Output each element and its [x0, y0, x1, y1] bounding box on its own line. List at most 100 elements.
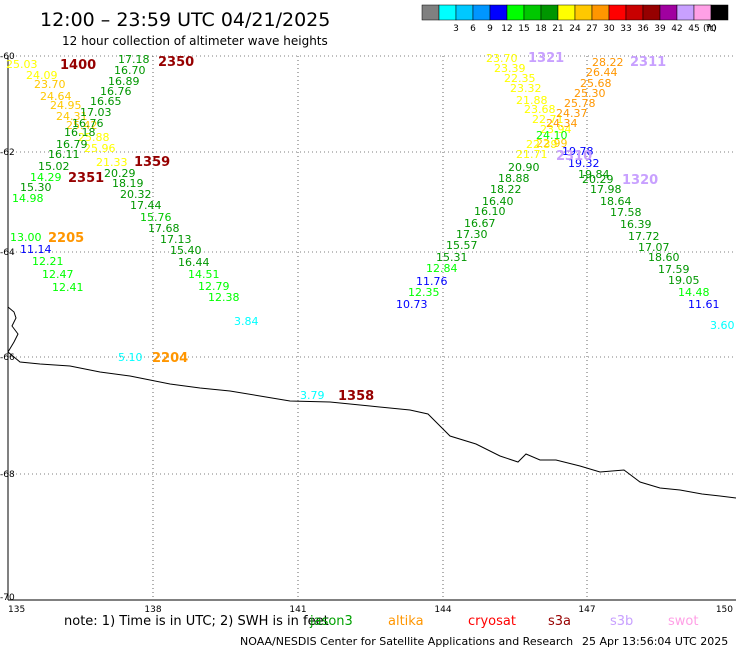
wave-height-value: 12.21: [32, 255, 64, 268]
legend-tick-label: 24: [569, 24, 581, 34]
wave-height-value: 23.70: [34, 78, 66, 91]
wave-height-value: 21.88: [516, 94, 548, 107]
wave-height-value: 17.18: [118, 53, 150, 66]
wave-height-value: 24.09: [26, 69, 58, 82]
legend-swatch: [523, 4, 542, 21]
legend-swatch: [506, 4, 525, 21]
wave-height-value: 14.29: [30, 171, 62, 184]
wave-height-value: 24.34: [546, 117, 578, 130]
map-title: 12:00 – 23:59 UTC 04/21/2025: [40, 9, 330, 31]
wave-height-value: 16.39: [620, 218, 652, 231]
wave-height-value: 25.30: [574, 87, 606, 100]
wave-height-value: 14.98: [12, 192, 44, 205]
wave-height-value: 18.22: [490, 183, 522, 196]
satellite-legend-item: cryosat: [468, 614, 516, 629]
legend-swatch: [710, 4, 729, 21]
legend-tick-label: 42: [671, 24, 682, 34]
legend-swatch: [455, 4, 474, 21]
latitude-label: -68: [0, 470, 15, 480]
pass-time-label: 2204: [152, 351, 188, 366]
latitude-labels: -60 -62 -64 -66 -68 -70: [0, 52, 15, 603]
wave-height-value: 15.40: [170, 244, 202, 257]
wave-height-value: 17.98: [590, 183, 622, 196]
wave-height-value: 22.71: [532, 113, 564, 126]
wave-height-value: 12.38: [208, 291, 240, 304]
wave-height-value: 17.03: [80, 106, 112, 119]
wave-height-value: 16.70: [114, 64, 146, 77]
legend-tick-label: 39: [654, 24, 666, 34]
wave-height-value: 18.60: [648, 251, 680, 264]
legend-swatch: [676, 4, 695, 21]
wave-height-value: 23.32: [510, 82, 542, 95]
legend-swatch: [659, 4, 678, 21]
wave-height-value: 15.57: [446, 239, 478, 252]
legend-swatch: [574, 4, 593, 21]
legend-swatch: [540, 4, 559, 21]
wave-height-value: 17.30: [456, 228, 488, 241]
wave-height-value: 16.67: [464, 217, 496, 230]
wave-height-value: 20.90: [508, 161, 540, 174]
wave-height-value: 11.76: [416, 275, 448, 288]
legend-unit: (ft): [703, 24, 717, 34]
longitude-label: 138: [144, 605, 161, 615]
longitude-label: 150: [716, 605, 733, 615]
satellite-legend-item: s3b: [610, 614, 633, 629]
legend-tick-label: 70: [705, 24, 717, 34]
longitude-label: 147: [578, 605, 595, 615]
legend-swatch: [489, 4, 508, 21]
wave-height-value: 18.19: [112, 177, 144, 190]
legend-tick-label: 30: [603, 24, 615, 34]
swh-color-legend: 3 6 9 12 15 18 21 24 27 30 33 36 39 42 45 70: [421, 4, 729, 34]
legend-tick-label: 15: [518, 24, 529, 34]
legend-tick-label: 3: [453, 24, 459, 34]
wave-height-value: 15.31: [436, 251, 468, 264]
wave-height-value: 19.05: [668, 274, 700, 287]
wave-height-values: 25.0324.0923.7024.6424.9524.3125.4225.88…: [6, 52, 735, 402]
satellite-legend-item: s3a: [548, 614, 571, 629]
wave-height-value: 3.79: [300, 389, 325, 402]
pass-time-label: 1321: [528, 51, 564, 66]
wave-height-value: 16.11: [48, 148, 80, 161]
credit-text: NOAA/NESDIS Center for Satellite Applica…: [240, 635, 573, 648]
legend-swatch: [642, 4, 661, 21]
wave-height-value: 21.71: [516, 148, 548, 161]
satellite-legend-item: altika: [388, 614, 424, 629]
wave-height-value: 16.65: [90, 95, 122, 108]
generated-timestamp: 25 Apr 13:56:04 UTC 2025: [582, 635, 728, 648]
wave-height-value: 22.39: [526, 138, 558, 151]
wave-height-value: 15.30: [20, 181, 52, 194]
legend-swatch: [625, 4, 644, 21]
wave-height-value: 17.13: [160, 233, 192, 246]
wave-height-value: 23.68: [524, 103, 556, 116]
wave-height-value: 24.95: [50, 99, 82, 112]
wave-height-value: 11.61: [688, 298, 720, 311]
wave-height-value: 13.00: [10, 231, 42, 244]
wave-height-value: 28.22: [592, 56, 624, 69]
wave-height-value: 16.76: [72, 117, 104, 130]
wave-height-value: 19.84: [578, 168, 610, 181]
pass-time-label: 2351: [68, 171, 104, 186]
wave-height-value: 17.59: [658, 263, 690, 276]
wave-height-value: 17.68: [148, 222, 180, 235]
legend-tick-label: 18: [535, 24, 547, 34]
wave-height-value: 12.35: [408, 286, 440, 299]
wave-height-value: 22.99: [536, 137, 568, 150]
wave-height-value: 16.10: [474, 205, 506, 218]
longitude-labels: 135 138 141 144 147 150: [8, 605, 733, 615]
legend-swatch: [591, 4, 610, 21]
wave-height-value: 18.88: [498, 172, 530, 185]
legend-tick-label: 9: [487, 24, 493, 34]
pass-time-label: 1320: [622, 173, 658, 188]
pass-time-labels: 1400 2350 1359 2351 2205 2204 1358 1321 2311 1320…: [48, 51, 666, 404]
legend-swatch: [557, 4, 576, 21]
wave-height-value: 20.29: [582, 173, 614, 186]
latitude-label: -70: [0, 593, 15, 603]
wave-height-value: 5.10: [118, 351, 143, 364]
note-text: note: 1) Time is in UTC; 2) SWH is in fe…: [64, 614, 329, 629]
legend-swatch: [608, 4, 627, 21]
wave-height-value: 16.89: [108, 75, 140, 88]
longitude-label: 141: [289, 605, 306, 615]
lat-lon-grid: [8, 55, 736, 600]
